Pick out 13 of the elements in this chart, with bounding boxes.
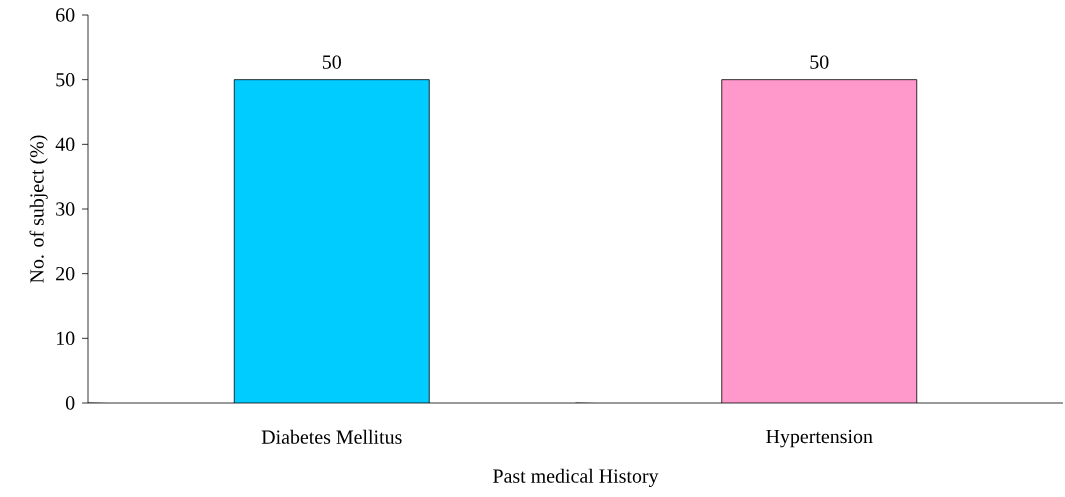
x-tick-label: Diabetes Mellitus: [261, 429, 402, 444]
x-tick-label: Hypertension: [766, 429, 873, 448]
data-label: 50: [810, 55, 829, 69]
y-tick-label: 30: [56, 202, 75, 216]
y-tick-label: 20: [56, 266, 75, 281]
y-tick-label: 0: [65, 396, 75, 410]
x-axis-title: Past medical History: [493, 468, 659, 487]
y-tick-label: 10: [56, 331, 75, 346]
y-tick-label: 60: [56, 8, 75, 22]
y-tick-label: 40: [55, 137, 75, 152]
y-axis-title: No. of subject (%): [29, 135, 48, 283]
data-label: 50: [322, 55, 341, 69]
y-tick-label: 50: [56, 72, 75, 87]
